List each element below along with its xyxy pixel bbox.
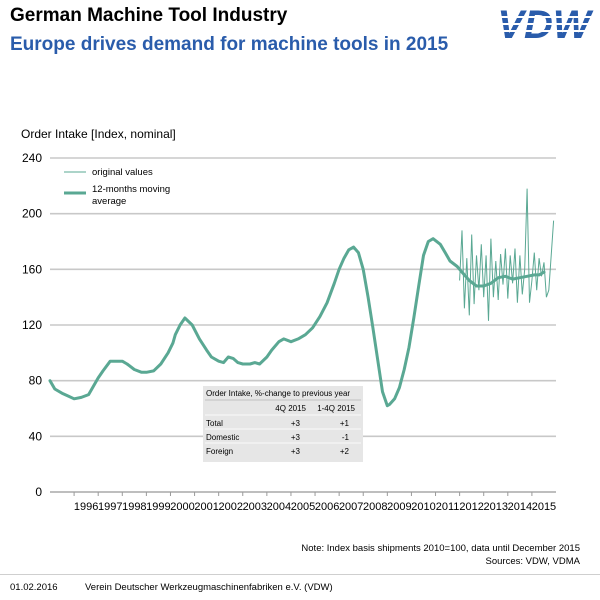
x-tick-label: 1998 — [122, 501, 146, 513]
table-cell: +3 — [291, 433, 301, 442]
x-tick-label: 2014 — [508, 501, 532, 513]
x-tick-label: 2011 — [436, 501, 460, 513]
table-column-header: 1-4Q 2015 — [317, 404, 355, 413]
x-tick-label: 2010 — [411, 501, 435, 513]
y-tick-label: 0 — [35, 485, 42, 499]
x-tick-label: 2009 — [387, 501, 411, 513]
vdw-logo: VDW — [494, 4, 594, 44]
footer-divider — [0, 574, 600, 575]
x-tick-label: 2008 — [363, 501, 387, 513]
index-note: Note: Index basis shipments 2010=100, da… — [301, 543, 580, 554]
y-tick-label: 240 — [22, 151, 42, 165]
grid-lines — [50, 157, 556, 493]
page-title: German Machine Tool Industry — [10, 5, 288, 26]
table-column-header: 4Q 2015 — [275, 404, 306, 413]
legend-label-moving-average: 12-months moving average — [92, 184, 170, 207]
x-tick-label: 2000 — [170, 501, 194, 513]
legend: original values 12-months moving average — [64, 167, 170, 207]
y-axis-label: Order Intake [Index, nominal] — [21, 127, 176, 141]
table-title: Order Intake, %-change to previous year — [206, 389, 350, 398]
series-line-original-values — [459, 188, 555, 321]
x-tick-label: 2005 — [291, 501, 315, 513]
x-tick-label: 2013 — [484, 501, 508, 513]
table-background — [203, 386, 363, 462]
table-row-label: Foreign — [206, 447, 233, 456]
x-tick-label: 2012 — [459, 501, 483, 513]
y-tick-label: 80 — [29, 374, 43, 388]
footer-date: 01.02.2016 — [10, 582, 58, 593]
legend-label-original: original values — [92, 167, 153, 178]
footer-organization: Verein Deutscher Werkzeugmaschinenfabrik… — [85, 582, 333, 593]
y-tick-label: 160 — [22, 262, 42, 276]
table-cell: -1 — [342, 433, 350, 442]
x-tick-label: 1999 — [146, 501, 170, 513]
y-tick-label: 200 — [22, 207, 42, 221]
x-tick-label: 2002 — [218, 501, 242, 513]
table-cell: +2 — [340, 447, 350, 456]
table-cell: +1 — [340, 419, 350, 428]
series-layer — [48, 188, 555, 408]
x-tick-label: 2007 — [339, 501, 363, 513]
table-cell: +3 — [291, 447, 301, 456]
x-tick-label: 1997 — [98, 501, 122, 513]
x-tick-label: 1996 — [74, 501, 98, 513]
x-tick-label: 2006 — [315, 501, 339, 513]
x-tick-label: 2004 — [267, 501, 291, 513]
series-line-moving-average — [48, 237, 546, 408]
table-row-label: Total — [206, 419, 223, 428]
change-table: Order Intake, %-change to previous year 4… — [203, 386, 363, 462]
table-row-label: Domestic — [206, 433, 239, 442]
y-tick-label: 120 — [22, 318, 42, 332]
x-tick-label: 2015 — [532, 501, 556, 513]
page-subtitle: Europe drives demand for machine tools i… — [10, 34, 449, 55]
y-tick-label: 40 — [29, 429, 43, 443]
y-tick-labels: 0 40 80 120 160 200 240 — [22, 151, 42, 499]
sources-note: Sources: VDW, VDMA — [485, 556, 581, 567]
x-tick-label: 2001 — [194, 501, 218, 513]
table-cell: +3 — [291, 419, 301, 428]
x-tick-label: 2003 — [243, 501, 267, 513]
x-tick-labels: 1996 1997 1998 1999 2000 2001 2002 2003 2004 2005… — [73, 492, 556, 513]
